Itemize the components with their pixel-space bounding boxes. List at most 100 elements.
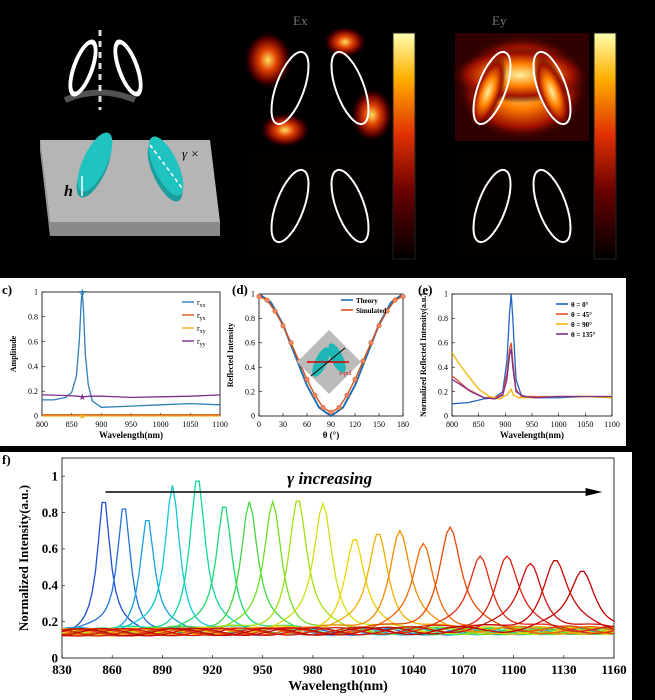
simulated-point — [352, 376, 358, 382]
metasurface-3d-sketch: γ × h — [40, 132, 220, 236]
legend-entry: ryy — [197, 337, 206, 348]
colorbar-ey — [593, 32, 617, 260]
x-tick-label: 1010 — [350, 662, 376, 677]
spectrum-line — [61, 570, 615, 637]
legend-entry: Theory — [356, 297, 378, 305]
simulated-point — [264, 297, 270, 303]
panel-e-bg — [416, 278, 626, 446]
simulated-point — [368, 340, 374, 346]
y-tick-label: 0.8 — [42, 505, 59, 520]
simulated-point — [360, 358, 366, 364]
simulated-point — [304, 376, 310, 382]
colorbar-ex — [392, 32, 416, 260]
panel-label-f: f) — [2, 452, 11, 467]
x-tick-label: 0 — [257, 420, 261, 429]
y-tick-label: 1 — [444, 290, 448, 299]
simulated-point — [392, 297, 398, 303]
spectrum-line — [61, 525, 615, 637]
y-axis-label: Normalized Intensity(a.u.) — [16, 485, 31, 631]
x-tick-label: 120 — [349, 420, 361, 429]
header-ey: Ey — [492, 13, 507, 28]
simulated-point — [312, 392, 318, 398]
map-ex-bottom — [250, 152, 387, 260]
x-tick-label: 1040 — [400, 662, 426, 677]
x-tick-label: 1100 — [604, 420, 620, 429]
schematic-panel: γ × h — [40, 30, 220, 236]
series-line-rxx — [42, 291, 221, 408]
x-tick-label: 1050 — [182, 420, 198, 429]
x-tick-label: 90 — [327, 420, 335, 429]
x-axis-label: Wavelength(nm) — [500, 430, 564, 440]
field-maps: Ex Ey — [243, 13, 617, 260]
y-tick-label: 0.6 — [245, 338, 255, 347]
legend-entry: rxx — [197, 298, 206, 309]
x-tick-label: 800 — [36, 420, 48, 429]
inset-axis — [310, 347, 346, 377]
spectrum-line — [61, 562, 615, 637]
x-tick-label: 890 — [153, 662, 173, 677]
spectrum-line — [61, 555, 615, 637]
x-tick-label: 860 — [102, 662, 122, 677]
y-tick-label: 0.2 — [245, 387, 255, 396]
legend-entry: rxy — [197, 324, 206, 335]
height-label: h — [64, 183, 73, 200]
y-tick-label: 0 — [52, 650, 59, 665]
y-tick-label: 0.2 — [42, 614, 58, 629]
chart-d: 0 30 60 90 120 150 180 0 0.2 0.4 0.6 0.8 1 θ (°) Refle… — [226, 290, 409, 440]
spectrum-line — [61, 555, 615, 637]
legend-entry: θ = 45° — [571, 311, 592, 319]
x-tick-label: 1050 — [577, 420, 593, 429]
legend-entry: θ = 0° — [571, 301, 589, 309]
x-tick-label: 920 — [203, 662, 223, 677]
inset-disk — [328, 343, 346, 373]
simulated-point — [280, 323, 286, 329]
y-tick-label: 0 — [444, 412, 448, 421]
legend-entry: θ = 135° — [571, 331, 596, 339]
x-tick-label: 1160 — [601, 662, 626, 677]
simulated-point — [288, 340, 294, 346]
series-line-theta — [451, 348, 612, 400]
simulated-point — [320, 404, 326, 410]
map-ey-top — [450, 33, 590, 141]
x-tick-label: 1100 — [212, 420, 228, 429]
y-tick-label: 1 — [34, 288, 38, 297]
x-tick-label: 150 — [373, 420, 385, 429]
plot-frame — [61, 457, 615, 659]
y-tick-label: 0.8 — [438, 314, 448, 323]
simulated-point — [336, 404, 342, 410]
top-view-sketch — [63, 30, 143, 110]
x-tick-label: 1130 — [551, 662, 576, 677]
y-tick-label: 0.6 — [28, 337, 38, 346]
legend-entry: ryx — [197, 311, 206, 322]
x-tick-label: 850 — [473, 420, 485, 429]
panel-c-bg — [0, 278, 232, 446]
y-tick-label: 0.4 — [28, 362, 38, 371]
series-line-ryy — [41, 394, 221, 399]
x-tick-label: 1100 — [501, 662, 526, 677]
x-tick-label: 830 — [52, 662, 72, 677]
y-tick-label: 0.6 — [42, 541, 59, 556]
map-ex-top — [243, 26, 394, 148]
legend-entry: θ = 90° — [571, 321, 592, 329]
x-tick-label: 1070 — [450, 662, 476, 677]
x-tick-label: 900 — [499, 420, 511, 429]
y-tick-label: 0.4 — [42, 578, 59, 593]
x-tick-label: 1000 — [551, 420, 567, 429]
x-tick-label: 60 — [303, 420, 311, 429]
simulated-point — [384, 308, 390, 314]
panel-f-bg — [0, 452, 632, 700]
marker-star: ★ — [78, 287, 86, 297]
inset-label: x-pol — [339, 371, 352, 377]
y-axis-label: Normalized Reflected Intensity(a.u.) — [419, 293, 428, 417]
chart-c: 800 850 900 950 1000 1050 1100 0 0.2 0.4 0.6 0.8 1 Wa… — [9, 287, 228, 440]
header-ex: Ex — [293, 13, 308, 28]
simulated-point — [328, 409, 334, 415]
x-tick-label: 950 — [253, 662, 273, 677]
simulated-point — [376, 323, 382, 329]
map-ey-bottom — [455, 152, 589, 260]
y-tick-label: 0.2 — [28, 387, 38, 396]
y-axis-label: Amplitude — [9, 335, 18, 372]
marker-star: ★ — [78, 411, 86, 421]
y-tick-label: 0.2 — [438, 387, 448, 396]
x-tick-label: 950 — [526, 420, 538, 429]
